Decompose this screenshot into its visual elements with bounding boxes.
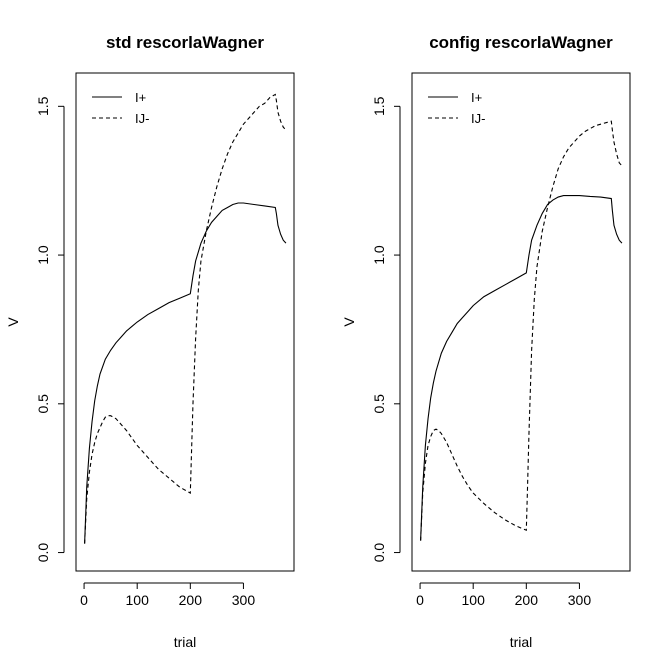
x-axis-label: trial xyxy=(510,634,533,650)
x-tick-label: 100 xyxy=(126,592,150,608)
series-line-i-plus xyxy=(84,202,287,544)
x-tick-label: 300 xyxy=(232,592,256,608)
chart-title: std rescorlaWagner xyxy=(106,33,264,52)
series-line-i-plus xyxy=(420,195,623,541)
x-tick-label: 100 xyxy=(462,592,486,608)
x-tick-label: 200 xyxy=(179,592,203,608)
chart-title: config rescorlaWagner xyxy=(429,33,613,52)
legend-label: IJ- xyxy=(135,111,149,126)
y-tick-label: 1.0 xyxy=(371,245,387,265)
y-tick-label: 1.5 xyxy=(371,96,387,116)
legend-label: I+ xyxy=(135,90,146,105)
x-tick-label: 0 xyxy=(416,592,424,608)
y-axis-label: V xyxy=(5,317,21,327)
legend-label: IJ- xyxy=(471,111,485,126)
y-axis-label: V xyxy=(341,317,357,327)
legend-label: I+ xyxy=(471,90,482,105)
chart-panel-2: config rescorlaWagner 0 100 200 300 0.0 0.5 1.0… xyxy=(341,33,631,650)
series-line-ij-minus xyxy=(420,120,623,541)
y-tick-label: 1.0 xyxy=(35,245,51,265)
x-axis-label: trial xyxy=(174,634,197,650)
y-tick-label: 1.5 xyxy=(35,96,51,116)
x-tick-label: 300 xyxy=(568,592,592,608)
x-tick-label: 200 xyxy=(515,592,539,608)
legend: I+ IJ- xyxy=(428,90,485,126)
x-tick-label: 0 xyxy=(80,592,88,608)
y-tick-label: 0.0 xyxy=(371,543,387,563)
plot-frame xyxy=(411,72,631,572)
y-tick-label: 0.5 xyxy=(35,394,51,414)
chart-panel-1: std rescorlaWagner 0 100 200 300 0.0 0.5 1.0 1.5… xyxy=(5,33,295,650)
series-line-ij-minus xyxy=(84,93,287,544)
plot-frame xyxy=(75,72,295,572)
legend: I+ IJ- xyxy=(92,90,149,126)
y-tick-label: 0.5 xyxy=(371,394,387,414)
y-tick-label: 0.0 xyxy=(35,543,51,563)
